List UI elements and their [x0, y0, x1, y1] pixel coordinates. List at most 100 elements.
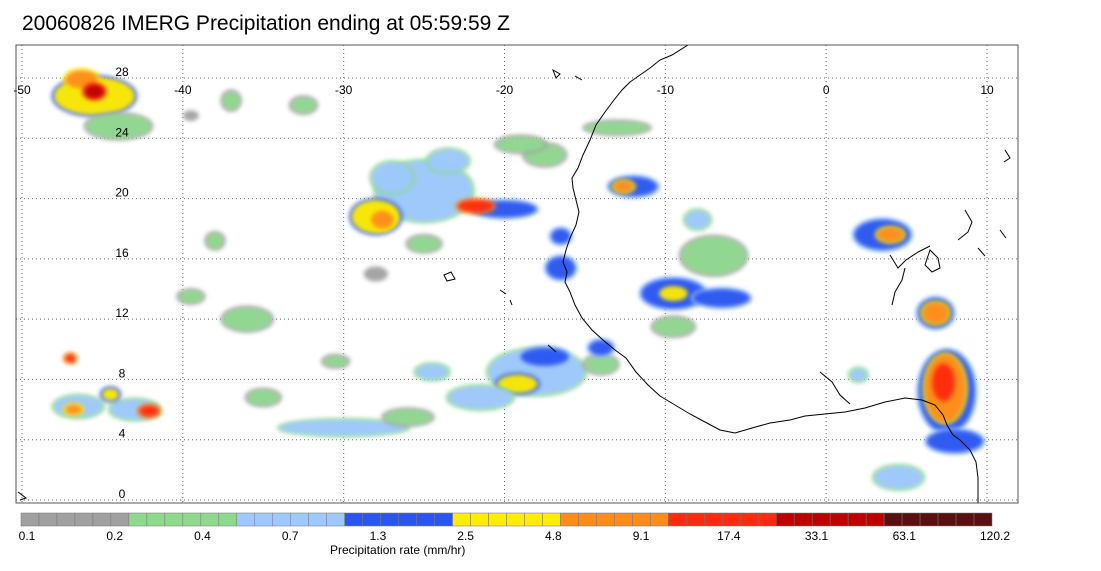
- precip-cell: [874, 466, 923, 489]
- colorbar-swatch: [56, 512, 76, 527]
- colorbar-swatch: [829, 512, 849, 527]
- colorbar-swatch: [973, 512, 993, 527]
- colorbar-swatch: [470, 512, 489, 527]
- colorbar-swatch: [164, 512, 184, 527]
- precip-cell: [926, 429, 983, 453]
- precip-cell: [408, 236, 441, 252]
- colorbar-swatch: [740, 512, 759, 527]
- colorbar-swatch: [200, 512, 220, 527]
- colorbar-swatch: [955, 512, 975, 527]
- precip-cell: [584, 355, 618, 374]
- colorbar-swatch: [614, 512, 633, 527]
- longitude-label: -50: [13, 83, 31, 97]
- precip-cell: [520, 347, 569, 366]
- precip-cell: [291, 97, 316, 113]
- precip-cell: [497, 374, 538, 393]
- colorbar-swatch: [20, 512, 40, 527]
- colorbar-swatches: [20, 512, 993, 527]
- colorbar-tick-label: 63.1: [893, 529, 917, 543]
- colorbar-swatch: [811, 512, 831, 527]
- precip-cell: [247, 389, 280, 406]
- latitude-label: 24: [115, 125, 129, 139]
- precip-cell: [932, 363, 955, 402]
- longitude-label: -40: [174, 83, 192, 97]
- colorbar-swatch: [668, 512, 687, 527]
- precip-cell: [84, 84, 105, 99]
- precip-cell: [658, 285, 688, 302]
- longitude-label: 0: [823, 83, 830, 97]
- precip-cell: [371, 162, 413, 193]
- colorbar-swatch: [919, 512, 939, 527]
- precip-cell: [363, 266, 388, 282]
- africa-coastline: [562, 45, 979, 503]
- latitude-label: 8: [119, 366, 126, 380]
- colorbar-swatch: [110, 512, 130, 527]
- precip-cell: [448, 386, 513, 409]
- longitude-label: -20: [496, 83, 514, 97]
- colorbar-swatch: [686, 512, 705, 527]
- colorbar-swatch: [793, 512, 813, 527]
- colorbar-swatch: [506, 512, 525, 527]
- colorbar-swatch: [344, 512, 363, 527]
- colorbar-swatch: [38, 512, 58, 527]
- lake-chad: [924, 249, 941, 273]
- coastline-layer: [17, 45, 1011, 503]
- colorbar-swatch: [92, 512, 112, 527]
- precip-cell: [65, 354, 76, 363]
- precip-cell: [653, 317, 694, 336]
- precip-cell: [279, 420, 408, 436]
- colorbar-swatch: [632, 512, 651, 527]
- colorbar-swatch: [542, 512, 561, 527]
- precip-cell: [323, 356, 348, 367]
- precip-cell: [546, 256, 576, 280]
- colorbar-swatch: [416, 512, 435, 527]
- coastal-islands: [17, 68, 1011, 501]
- colorbar-swatch: [398, 512, 417, 527]
- colorbar-tick-label: 9.1: [633, 529, 650, 543]
- longitude-label: 10: [980, 83, 994, 97]
- precip-cell: [681, 237, 746, 275]
- colorbar-swatch: [182, 512, 202, 527]
- colorbar-swatch: [865, 512, 885, 527]
- colorbar-swatch: [308, 512, 327, 527]
- colorbar-swatch: [704, 512, 723, 527]
- colorbar-label: Precipitation rate (mm/hr): [330, 543, 466, 557]
- precip-cell: [685, 210, 710, 229]
- colorbar-tick-labels: 0.1 0.2 0.4 0.7 1.3 2.5 4.8 9.1 17.4 33.1 63.1 120.…: [19, 529, 1011, 543]
- colorbar-tick-label: 0.4: [194, 529, 211, 543]
- precip-cell: [693, 289, 750, 308]
- colorbar-tick-label: 0.2: [106, 529, 123, 543]
- colorbar-swatch: [254, 512, 273, 527]
- precip-cell: [416, 364, 449, 380]
- precip-cell: [65, 405, 82, 415]
- map-title: 20060826 IMERG Precipitation ending at 0…: [22, 12, 510, 35]
- latitude-label: 12: [115, 306, 129, 320]
- colorbar-swatch: [218, 512, 238, 527]
- colorbar-swatch: [901, 512, 921, 527]
- colorbar-tick-label: 4.8: [545, 529, 562, 543]
- precip-cell: [588, 340, 614, 356]
- precip-cell: [496, 136, 545, 152]
- precip-cell: [877, 227, 904, 242]
- colorbar-tick-label: 120.2: [980, 529, 1010, 543]
- precip-cell: [383, 409, 433, 425]
- colorbar-swatch: [488, 512, 507, 527]
- colorbar-swatch: [560, 512, 579, 527]
- colorbar-tick-label: 0.7: [282, 529, 299, 543]
- colorbar-swatch: [74, 512, 94, 527]
- colorbar-swatch: [362, 512, 381, 527]
- precip-cell: [182, 110, 199, 121]
- precip-cell: [457, 200, 494, 213]
- colorbar-swatch: [524, 512, 543, 527]
- colorbar-swatch: [757, 512, 777, 527]
- colorbar-tick-label: 17.4: [717, 529, 741, 543]
- latitude-label: 16: [115, 246, 129, 260]
- colorbar-swatch: [272, 512, 291, 527]
- longitude-label: -10: [657, 83, 675, 97]
- latitude-label: 20: [115, 186, 129, 200]
- colorbar-swatch: [290, 512, 309, 527]
- latitude-label: 28: [115, 65, 129, 79]
- colorbar-swatch: [236, 512, 256, 527]
